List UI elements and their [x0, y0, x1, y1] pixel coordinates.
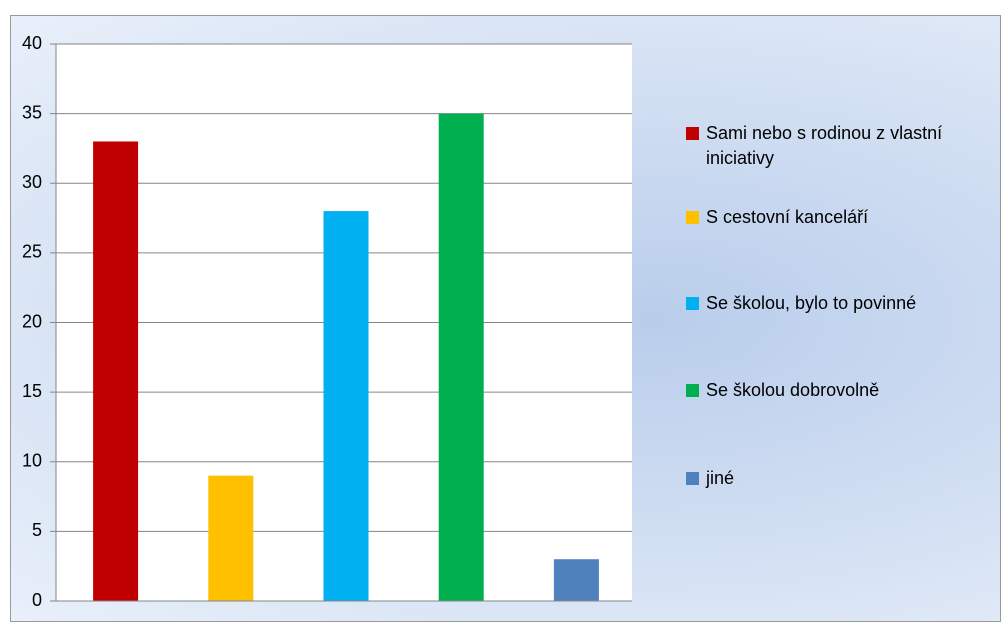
bar: [553, 559, 599, 601]
y-tick-label: 20: [22, 311, 42, 331]
y-tick-label: 30: [22, 172, 42, 192]
legend-swatch: [686, 127, 699, 140]
legend-swatch: [686, 211, 699, 224]
legend-label: Se školou dobrovolně: [706, 380, 880, 400]
legend-item: Se školou dobrovolně: [686, 378, 976, 403]
y-tick-label: 5: [32, 520, 42, 540]
legend-label: Sami nebo s rodinou z vlastní iniciativy: [706, 123, 943, 168]
legend-label: Se školou, bylo to povinné: [706, 293, 917, 313]
legend-item: S cestovní kanceláří: [686, 205, 976, 230]
bar: [323, 211, 369, 601]
legend-label: S cestovní kanceláří: [706, 207, 869, 227]
legend-swatch: [686, 297, 699, 310]
legend-item: Sami nebo s rodinou z vlastní iniciativy: [686, 121, 976, 171]
bar: [438, 113, 484, 601]
y-tick-label: 40: [22, 33, 42, 53]
legend-swatch: [686, 472, 699, 485]
y-tick-label: 10: [22, 451, 42, 471]
legend-swatch: [686, 384, 699, 397]
y-tick-label: 0: [32, 590, 42, 610]
y-tick-label: 35: [22, 102, 42, 122]
bar: [208, 475, 254, 601]
y-tick-label: 25: [22, 242, 42, 262]
legend-item: Se školou, bylo to povinné: [686, 291, 976, 316]
legend-item: jiné: [686, 466, 976, 491]
legend-label: jiné: [706, 468, 735, 488]
bar: [93, 141, 139, 601]
y-tick-label: 15: [22, 381, 42, 401]
